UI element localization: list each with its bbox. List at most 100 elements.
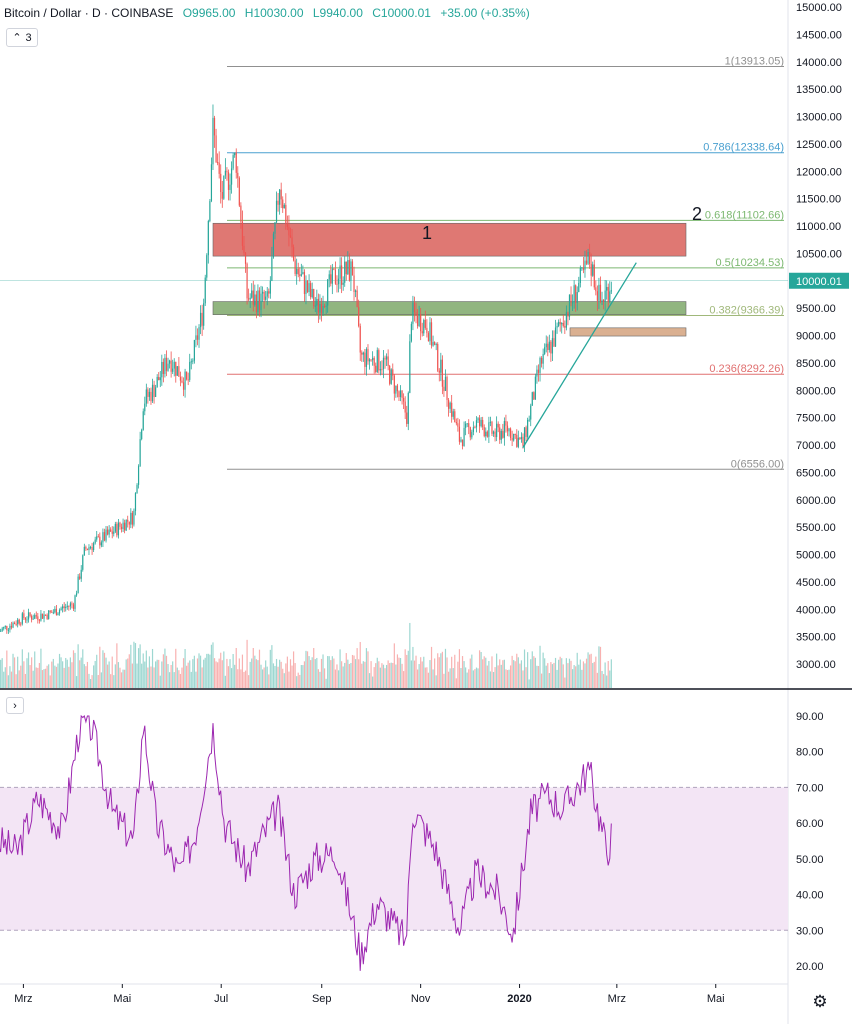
candle-body <box>66 605 68 607</box>
volume-bar <box>103 652 106 688</box>
candle-body <box>328 274 330 280</box>
rsi-tick-label: 50.00 <box>796 854 824 866</box>
candle-body <box>606 286 608 291</box>
volume-bar <box>314 659 316 688</box>
volume-bar <box>550 662 552 688</box>
candle-body <box>190 361 192 363</box>
volume-bar <box>15 674 17 688</box>
rsi-tick-label: 60.00 <box>796 818 824 830</box>
volume-bar <box>17 656 19 688</box>
volume-bar <box>533 656 535 688</box>
candle-body <box>79 576 81 579</box>
candle-body <box>105 529 107 541</box>
volume-bar <box>468 669 470 688</box>
candle-body <box>452 411 454 417</box>
candle-body <box>536 369 538 377</box>
candle-body <box>117 522 120 536</box>
candle-body <box>308 283 310 292</box>
volume-bar <box>167 664 169 688</box>
candle-body <box>306 280 309 292</box>
ohlc-low: L9940.00 <box>312 6 363 20</box>
volume-bar <box>350 663 352 688</box>
candle-body <box>103 532 106 541</box>
volume-bar <box>554 657 557 688</box>
volume-bar <box>602 674 605 688</box>
candle-body <box>310 283 312 298</box>
volume-bar <box>234 664 236 688</box>
candle-body <box>582 267 585 270</box>
volume-bar <box>582 661 585 688</box>
candle-body <box>91 547 93 551</box>
candle-body <box>119 522 121 527</box>
volume-bar <box>421 661 423 688</box>
symbol-title[interactable]: Bitcoin / Dollar · D · COINBASE <box>4 6 174 20</box>
candle-body <box>241 221 244 246</box>
candle-body <box>230 168 233 185</box>
volume-bar <box>491 656 493 688</box>
volume-bar <box>113 675 115 688</box>
candle-body <box>217 162 219 164</box>
volume-bar <box>378 661 380 688</box>
volume-bar <box>124 669 126 688</box>
price-tick-label: 10500.00 <box>796 248 842 260</box>
candle-body <box>547 343 549 351</box>
volume-bar <box>502 660 504 688</box>
rsi-expand-button[interactable]: › <box>6 697 24 714</box>
volume-bar <box>567 663 569 688</box>
indicators-collapse-button[interactable]: ⌃ 3 <box>6 28 38 47</box>
volume-bar <box>178 670 180 688</box>
volume-bar <box>105 657 107 688</box>
volume-bar <box>294 663 296 688</box>
candle-body <box>506 425 509 432</box>
volume-bar <box>221 660 223 688</box>
volume-bar <box>179 673 182 688</box>
rsi-tick-label: 40.00 <box>796 890 824 902</box>
candle-body <box>142 411 144 430</box>
volume-bar <box>558 659 560 688</box>
candle-body <box>505 420 507 426</box>
candle-body <box>496 423 498 438</box>
volume-bar <box>447 671 450 688</box>
candle-body <box>89 547 92 549</box>
volume-bar <box>244 670 247 688</box>
volume-bar <box>100 672 102 688</box>
volume-bar <box>454 654 456 688</box>
volume-bar <box>511 655 513 688</box>
volume-bar <box>173 672 175 688</box>
candle-body <box>165 357 168 371</box>
candle-body <box>441 359 443 387</box>
volume-bar <box>74 652 76 688</box>
candle-body <box>162 361 164 375</box>
volume-bar <box>331 656 333 688</box>
candle-body <box>243 245 245 253</box>
volume-bar <box>102 650 104 688</box>
volume-bar <box>299 674 301 688</box>
volume-bar <box>489 671 492 688</box>
volume-bar <box>423 656 425 688</box>
ohlc-close: C10000.01 <box>372 6 431 20</box>
candle-body <box>401 390 403 398</box>
price-tick-label: 14500.00 <box>796 29 842 41</box>
candle-body <box>268 291 270 294</box>
volume-bar <box>571 669 574 688</box>
candle-body <box>516 434 518 447</box>
gear-icon[interactable]: ⚙ <box>812 992 828 1011</box>
volume-bar <box>291 665 293 688</box>
volume-bar <box>198 653 200 688</box>
price-tick-label: 13500.00 <box>796 84 842 96</box>
price-tick-label: 7500.00 <box>796 413 836 425</box>
candle-body <box>542 353 544 364</box>
volume-bar <box>37 667 39 688</box>
volume-bar <box>581 669 583 688</box>
volume-bar <box>282 668 284 688</box>
volume-bar <box>168 672 171 688</box>
candle-body <box>292 247 295 261</box>
volume-bar <box>220 652 222 688</box>
candle-body <box>443 386 445 391</box>
candle-body <box>385 356 388 360</box>
volume-bar <box>528 679 530 688</box>
candle-body <box>416 315 419 327</box>
volume-bar <box>232 654 234 688</box>
volume-bar <box>165 655 168 688</box>
